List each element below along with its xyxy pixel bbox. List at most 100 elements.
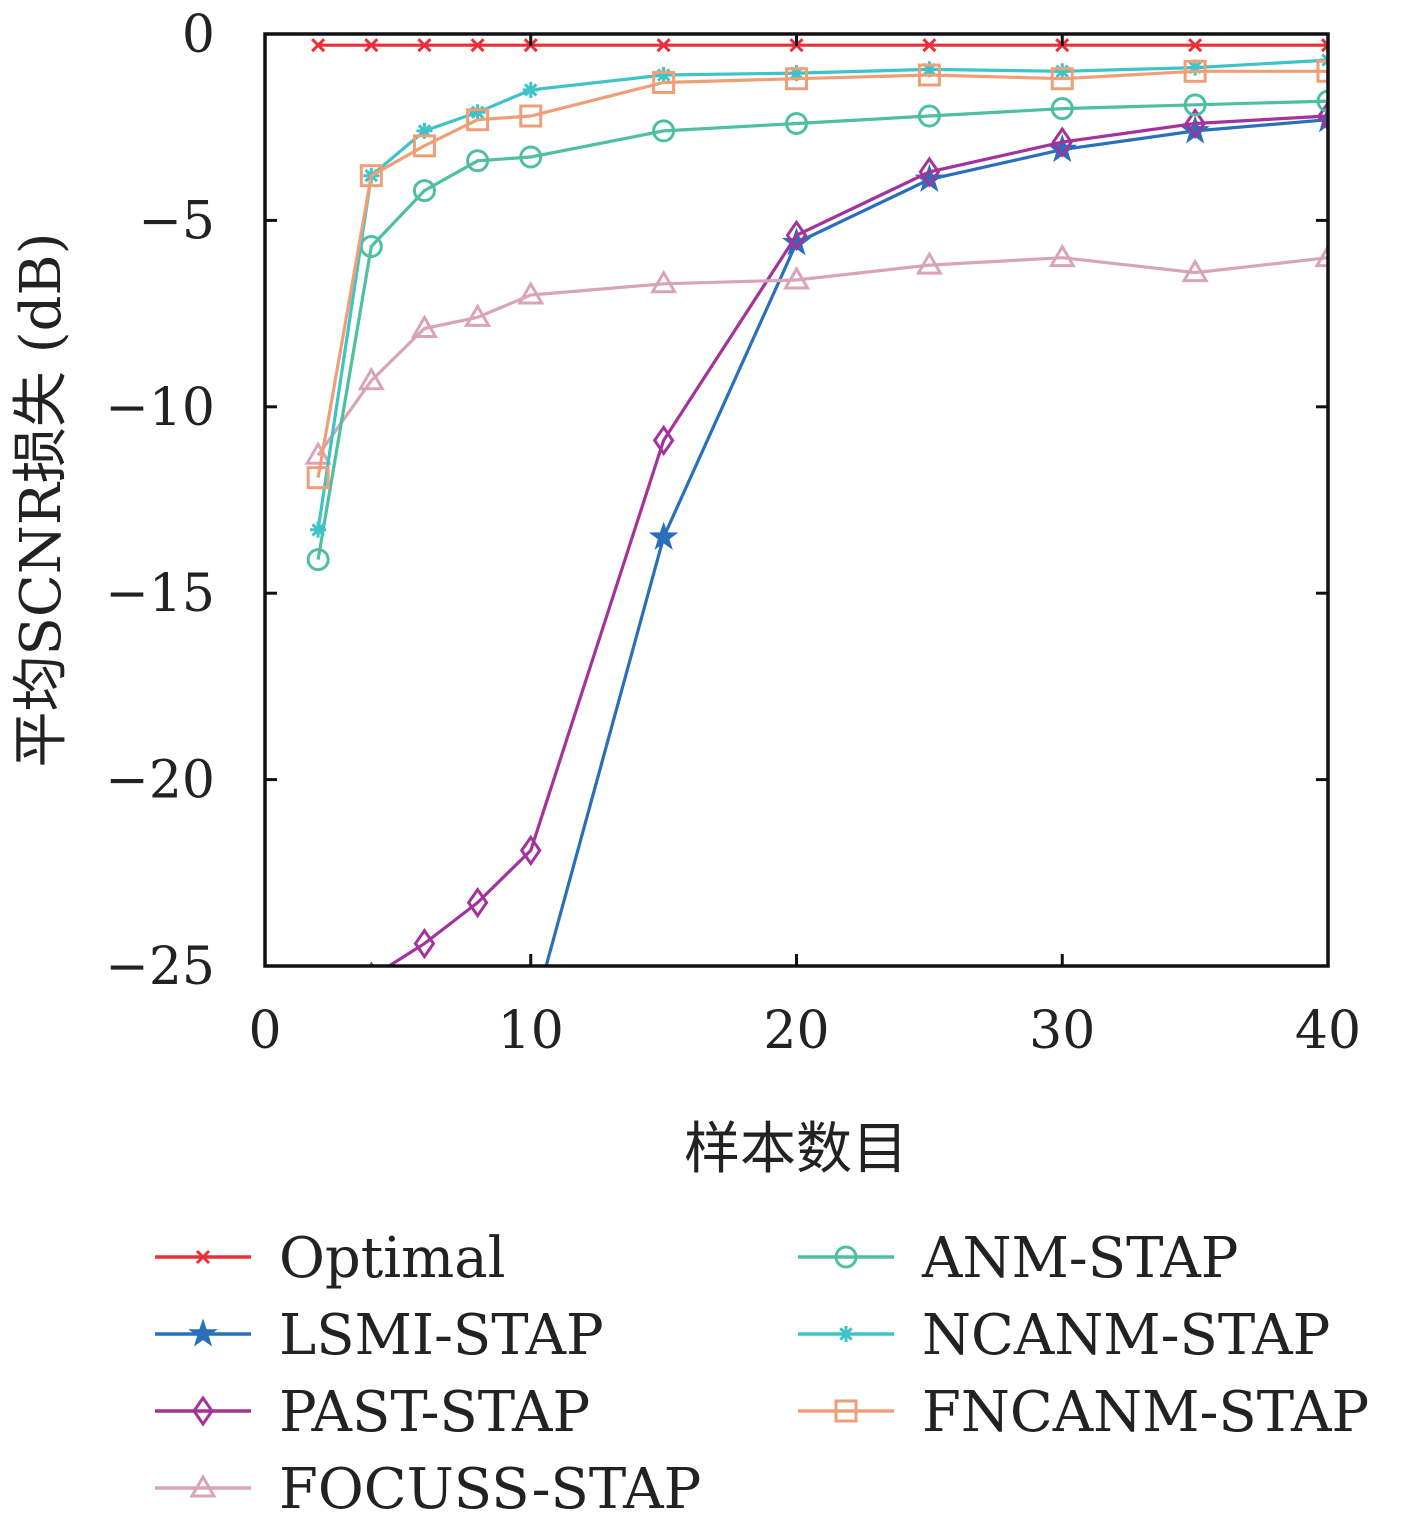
series-focuss-stap: [304, 243, 1328, 465]
y-tick-label: −25: [105, 937, 215, 997]
data-point-past-stap: [466, 886, 489, 919]
data-point-ncanm-stap: [522, 81, 539, 98]
series-fncanm-stap: [306, 59, 1328, 490]
legend: Optimal LSMI-STAP PAST-STAP FOCUSS-STAP ANM-…: [155, 1226, 1369, 1522]
legend-item-fncanm-stap: FNCANM-STAP: [798, 1380, 1369, 1445]
data-point-fncanm-stap: [652, 70, 676, 94]
legend-swatch-marker: [188, 1318, 218, 1347]
series-layer: [304, 38, 1328, 1126]
data-point-focuss-stap: [650, 269, 678, 294]
data-point-anm-stap: [785, 111, 808, 135]
data-point-past-stap: [1051, 126, 1074, 158]
data-point-anm-stap: [466, 149, 490, 173]
data-point-past-stap: [785, 219, 808, 251]
data-point-focuss-stap: [1314, 243, 1328, 268]
data-point-past-stap: [1184, 107, 1206, 140]
series-line-fncanm-stap: [316, 69, 1328, 478]
data-point-focuss-stap: [782, 266, 811, 290]
y-tick-label: −15: [105, 564, 215, 624]
data-point-focuss-stap: [357, 366, 385, 391]
data-point-fncanm-stap: [359, 164, 383, 188]
data-point-focuss-stap: [915, 251, 943, 275]
data-point-optimal: [1320, 38, 1328, 53]
legend-item-ncanm-stap: NCANM-STAP: [798, 1303, 1330, 1368]
data-point-past-stap: [413, 927, 436, 960]
legend-item-focuss-stap: FOCUSS-STAP: [155, 1457, 701, 1522]
data-point-optimal: [1188, 38, 1203, 53]
data-point-past-stap: [519, 834, 542, 867]
series-optimal: [311, 38, 1328, 53]
data-point-ncanm-stap: [310, 521, 327, 538]
data-point-ncanm-stap: [416, 122, 433, 139]
data-point-optimal: [311, 38, 326, 53]
series-line-focuss-stap: [316, 256, 1328, 457]
series-line-anm-stap: [316, 99, 1328, 560]
x-tick-label: 30: [1029, 1001, 1095, 1061]
data-point-fncanm-stap: [1183, 59, 1207, 83]
series-past-stap: [309, 100, 1328, 1054]
data-point-focuss-stap: [1181, 258, 1209, 283]
data-point-focuss-stap: [1048, 243, 1076, 268]
data-point-past-stap: [918, 156, 941, 188]
data-point-anm-stap: [917, 104, 941, 128]
legend-item-optimal: Optimal: [155, 1226, 506, 1291]
data-point-focuss-stap: [410, 314, 439, 339]
legend-item-lsmi-stap: LSMI-STAP: [155, 1303, 604, 1368]
series-anm-stap: [306, 89, 1328, 572]
data-point-fncanm-stap: [917, 63, 941, 87]
legend-label: Optimal: [279, 1226, 506, 1291]
data-point-ncanm-stap: [1054, 63, 1071, 80]
x-axis-label: 样本数目: [684, 1117, 908, 1182]
x-tick-label: 40: [1295, 1001, 1361, 1061]
data-point-lsmi-stap: [648, 521, 679, 550]
data-point-optimal: [470, 38, 485, 53]
data-point-past-stap: [309, 1028, 327, 1054]
y-tick-label: −10: [105, 378, 215, 438]
data-point-fncanm-stap: [466, 108, 490, 132]
legend-swatch-marker: [192, 1395, 214, 1427]
legend-swatch-marker: [189, 1474, 217, 1498]
plot-frame: [263, 32, 1330, 968]
data-point-optimal: [417, 38, 432, 53]
series-line-past-stap: [386, 114, 1328, 966]
ticks-layer: 0 10 20 30 40 0 −5 −10 −15 −20 −25: [105, 5, 1361, 1061]
data-point-anm-stap: [412, 179, 436, 203]
legend-item-anm-stap: ANM-STAP: [798, 1226, 1238, 1291]
legend-label: NCANM-STAP: [922, 1303, 1330, 1368]
legend-swatch-marker: [195, 1249, 211, 1265]
y-tick-label: −5: [138, 191, 215, 251]
y-axis-label: 平均SCNR损失 (dB): [9, 233, 74, 768]
data-point-fncanm-stap: [412, 134, 436, 158]
data-point-optimal: [922, 38, 937, 53]
legend-swatch-marker: [834, 1399, 858, 1423]
data-point-anm-stap: [306, 548, 330, 572]
legend-swatch-marker: [838, 1326, 854, 1342]
data-point-ncanm-stap: [921, 61, 938, 78]
x-tick-label: 10: [498, 1001, 564, 1061]
legend-swatch-marker: [834, 1245, 858, 1269]
data-point-ncanm-stap: [655, 67, 672, 83]
data-point-past-stap: [652, 424, 675, 456]
data-point-anm-stap: [652, 119, 676, 143]
data-point-optimal: [656, 38, 671, 53]
data-point-anm-stap: [1183, 93, 1207, 117]
data-point-lsmi-stap: [411, 1101, 438, 1126]
legend-label: LSMI-STAP: [279, 1303, 604, 1368]
y-tick-label: 0: [182, 5, 215, 65]
data-point-fncanm-stap: [1050, 67, 1074, 91]
data-point-ncanm-stap: [1187, 59, 1204, 76]
data-point-ncanm-stap: [469, 104, 486, 121]
data-point-lsmi-stap: [464, 1045, 491, 1070]
legend-item-past-stap: PAST-STAP: [155, 1380, 590, 1445]
data-point-anm-stap: [1050, 97, 1074, 121]
data-point-past-stap: [368, 961, 375, 966]
data-point-optimal: [364, 38, 379, 53]
legend-label: FOCUSS-STAP: [279, 1457, 701, 1522]
data-point-anm-stap: [519, 145, 543, 169]
x-tick-label: 0: [248, 1001, 281, 1061]
legend-label: FNCANM-STAP: [922, 1380, 1369, 1445]
data-point-fncanm-stap: [306, 466, 330, 490]
data-point-fncanm-stap: [1316, 59, 1328, 83]
data-point-fncanm-stap: [519, 104, 543, 128]
